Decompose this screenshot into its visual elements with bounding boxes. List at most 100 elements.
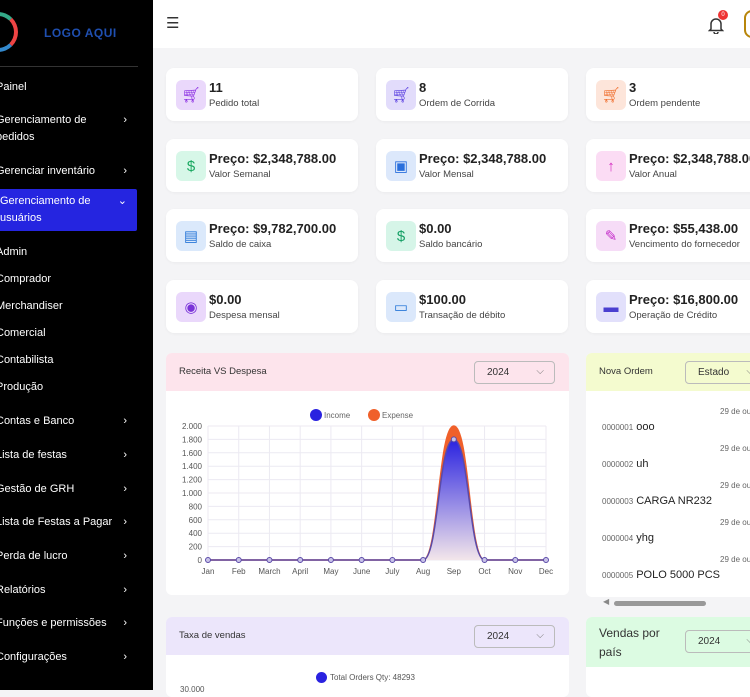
- status-select[interactable]: Estado ⌵: [685, 361, 750, 384]
- order-name: ooo: [636, 421, 655, 433]
- year-select[interactable]: 2024 ⌵: [474, 625, 555, 648]
- order-name: yhg: [636, 532, 654, 544]
- data-point: [512, 557, 519, 563]
- order-item[interactable]: 0000001 ooo: [602, 421, 655, 433]
- data-point: [481, 557, 488, 563]
- x-tick-label: Jan: [202, 567, 215, 576]
- revenue-panel: Receita VS Despesa 2024 ⌵ 0 200 400 600 800 1.…: [166, 353, 569, 595]
- chevron-down-icon: ⌵: [536, 366, 544, 377]
- order-date: 29 de ou: [720, 444, 750, 453]
- stat-label: Ordem de Corrida: [419, 98, 496, 109]
- y-tick-label: 200: [189, 543, 203, 552]
- stat-card: $ $0.00 Saldo bancário: [376, 209, 568, 262]
- sidebar-item[interactable]: Relatórios ›: [0, 582, 137, 599]
- sidebar-item-label: Merchandiser: [0, 300, 63, 312]
- order-item[interactable]: 0000002 uh: [602, 458, 648, 470]
- logo-text: LOGO AQUI: [44, 26, 117, 40]
- sidebar-item-label: Gerenciar inventário: [0, 165, 96, 177]
- sidebar-item[interactable]: Gerenciar inventário ›: [0, 163, 137, 180]
- stat-label: Vencimento do fornecedor: [629, 239, 740, 250]
- cash-icon: ▤: [176, 221, 206, 251]
- sidebar-item[interactable]: Gestão de GRH ›: [0, 481, 137, 498]
- x-tick-label: April: [292, 567, 308, 576]
- chevron-icon: ›: [123, 114, 127, 126]
- order-name: CARGA NR232: [636, 495, 713, 507]
- series-line-income: [207, 438, 546, 561]
- order-date: 29 de ou: [720, 481, 750, 490]
- order-date: 29 de ou: [720, 518, 750, 527]
- divider: [0, 66, 138, 67]
- sidebar-item[interactable]: Lista de Festas a Pagar ›: [0, 514, 137, 531]
- sidebar-item-label: Gerenciamento de pedidos: [0, 114, 87, 143]
- year-select[interactable]: 2024 ⌵: [685, 630, 750, 653]
- panel-title: Taxa de vendas: [179, 630, 246, 641]
- sidebar-item-label: Contabilista: [0, 354, 54, 366]
- sidebar-item[interactable]: Merchandiser: [0, 298, 137, 315]
- stat-value: $100.00: [419, 292, 466, 307]
- stat-value: 8: [419, 80, 427, 95]
- debit-card-icon: ▭: [386, 292, 416, 322]
- wallet-icon: ▣: [386, 151, 416, 181]
- money-bag-icon: $: [386, 221, 416, 251]
- stat-card: ▭ $100.00 Transação de débito: [376, 280, 568, 333]
- sidebar-item[interactable]: Perda de lucro ›: [0, 548, 137, 565]
- x-tick-label: May: [323, 567, 338, 576]
- x-tick-label: Aug: [416, 567, 430, 576]
- sidebar-item[interactable]: Configurações ›: [0, 649, 137, 666]
- sidebar-item-label: Configurações: [0, 651, 67, 663]
- revenue-chart: 0 200 400 600 800 1.000 1.200 1.400 1.600 1.800 2.…: [182, 409, 553, 576]
- sidebar-item[interactable]: Lista de festas ›: [0, 447, 137, 464]
- money-cart-icon: $: [176, 151, 206, 181]
- y-tick-label: 1.800: [182, 435, 203, 444]
- order-id: 0000004: [602, 534, 634, 543]
- avatar[interactable]: [744, 10, 750, 38]
- legend-marker: [368, 409, 380, 421]
- scroll-left-icon[interactable]: ◀: [603, 597, 610, 606]
- sidebar-item[interactable]: Painel: [0, 79, 137, 96]
- chevron-down-icon: ⌵: [536, 630, 544, 641]
- sidebar-item-label: Lista de festas: [0, 449, 67, 461]
- stat-value: Preço: $55,438.00: [629, 221, 739, 236]
- stat-value: 11: [209, 80, 223, 95]
- sidebar-item[interactable]: Contabilista: [0, 352, 137, 369]
- stat-label: Valor Anual: [629, 169, 677, 180]
- data-point: [420, 557, 427, 563]
- sidebar-item-label: Produção: [0, 381, 44, 393]
- x-tick-label: June: [353, 567, 371, 576]
- stat-value: $0.00: [209, 292, 242, 307]
- data-point: [327, 557, 334, 563]
- stat-value: 3: [629, 80, 637, 95]
- menu-icon[interactable]: ☰: [166, 15, 180, 32]
- sidebar-item[interactable]: Gerenciamento de pedidos ›: [0, 112, 137, 146]
- year-select[interactable]: 2024 ⌵: [474, 361, 555, 384]
- data-point: [297, 557, 304, 563]
- x-tick-label: Oct: [478, 567, 491, 576]
- horizontal-scrollbar[interactable]: [614, 601, 706, 606]
- order-item[interactable]: 0000005 POLO 5000 PCS: [602, 569, 720, 581]
- order-item[interactable]: 0000003 CARGA NR232: [602, 495, 712, 507]
- data-point: [543, 557, 549, 563]
- order-item[interactable]: 0000004 yhg: [602, 532, 654, 544]
- sidebar-item[interactable]: Gerenciamento de usuários ⌄: [0, 189, 137, 231]
- stat-label: Valor Semanal: [209, 169, 271, 180]
- stat-value: $0.00: [419, 221, 452, 236]
- bell-icon[interactable]: [708, 16, 724, 34]
- order-name: POLO 5000 PCS: [636, 569, 720, 581]
- sidebar-item-label: Comercial: [0, 327, 46, 339]
- stat-value: Preço: $9,782,700.00: [209, 221, 337, 236]
- stat-card: ▣ Preço: $2,348,788.00 Valor Mensal: [376, 139, 568, 192]
- sidebar-item-label: Gerenciamento de usuários: [0, 195, 91, 224]
- sidebar-item-label: Contas e Banco: [0, 415, 75, 427]
- sidebar-item[interactable]: Comprador: [0, 271, 137, 288]
- sidebar-item[interactable]: Admin: [0, 244, 137, 261]
- sidebar-item[interactable]: Contas e Banco ›: [0, 413, 137, 430]
- sidebar-item[interactable]: Produção: [0, 379, 137, 396]
- y-tick-label: 800: [189, 502, 203, 511]
- data-point: [358, 557, 365, 563]
- sidebar-item[interactable]: Funções e permissões ›: [0, 615, 137, 632]
- year-value: 2024: [487, 631, 510, 642]
- legend-label: Income: [324, 411, 351, 420]
- sidebar-item[interactable]: Comercial: [0, 325, 137, 342]
- cart-icon: 🛒︎: [176, 80, 206, 110]
- y-tick-label: 1.400: [182, 462, 203, 471]
